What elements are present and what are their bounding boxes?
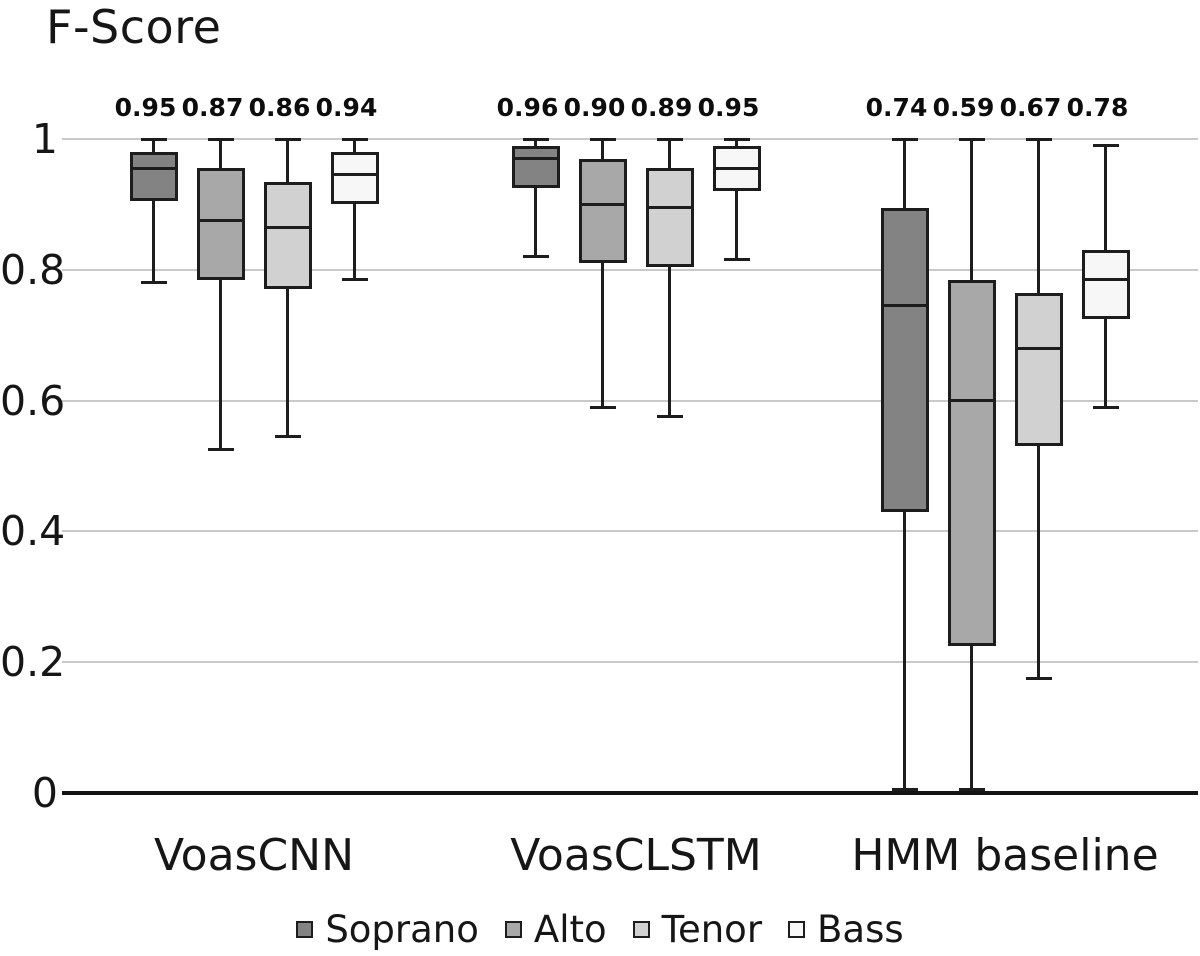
y-tick-label-0.6: 0.6 xyxy=(0,376,66,425)
value-label-voascnn-bass: 0.94 xyxy=(315,93,378,122)
whisker-cap-top-hmm-baseline-bass xyxy=(1092,144,1119,148)
box-voascnn-alto xyxy=(196,168,245,280)
legend-marker-soprano-icon xyxy=(296,920,314,938)
whisker-cap-top-hmm-baseline-alto xyxy=(958,137,985,141)
whisker-cap-bottom-voascnn-soprano xyxy=(140,281,167,285)
legend-item-tenor: Tenor xyxy=(632,907,763,951)
whisker-cap-top-hmm-baseline-soprano xyxy=(891,137,918,141)
whisker-voasclstm-tenor xyxy=(668,139,671,417)
gridline-0.8 xyxy=(62,268,1198,271)
whisker-cap-top-voasclstm-soprano xyxy=(522,137,549,141)
value-label-voasclstm-alto: 0.90 xyxy=(563,93,626,122)
chart-title: F-Score xyxy=(46,0,222,54)
gridline-1 xyxy=(62,138,1198,140)
legend-item-bass: Bass xyxy=(788,908,904,951)
median-voasclstm-bass xyxy=(712,166,761,170)
box-voasclstm-soprano xyxy=(511,145,560,189)
gridline-0.6 xyxy=(62,399,1198,402)
whisker-cap-bottom-hmm-baseline-soprano xyxy=(891,788,918,792)
value-label-voascnn-alto: 0.87 xyxy=(181,93,244,122)
legend-marker-tenor-icon xyxy=(632,920,650,938)
median-voasclstm-soprano xyxy=(511,157,560,161)
box-voascnn-bass xyxy=(330,152,379,205)
y-tick-label-0.2: 0.2 xyxy=(0,638,66,687)
legend-item-alto: Alto xyxy=(504,907,607,951)
value-label-hmm-baseline-tenor: 0.67 xyxy=(999,93,1062,122)
whisker-cap-bottom-hmm-baseline-bass xyxy=(1092,405,1119,409)
whisker-cap-bottom-voasclstm-bass xyxy=(723,258,750,262)
value-label-voasclstm-soprano: 0.96 xyxy=(496,93,559,122)
legend-label-bass: Bass xyxy=(817,907,904,951)
gridline-0.2 xyxy=(62,661,1198,664)
whisker-cap-bottom-voascnn-bass xyxy=(341,278,368,282)
whisker-cap-top-voascnn-bass xyxy=(341,137,368,141)
legend: Soprano Alto Tenor Bass xyxy=(0,903,1200,955)
x-axis-line0 xyxy=(62,791,1198,795)
value-label-hmm-baseline-alto: 0.59 xyxy=(932,93,995,122)
value-label-hmm-baseline-soprano: 0.74 xyxy=(865,93,928,122)
median-voascnn-alto xyxy=(196,219,245,223)
whisker-cap-top-voasclstm-alto xyxy=(589,137,616,141)
value-label-voascnn-soprano: 0.95 xyxy=(114,93,177,122)
whisker-voascnn-alto xyxy=(219,139,222,450)
whisker-cap-top-voasclstm-bass xyxy=(723,137,750,141)
y-tick-label-0.4: 0.4 xyxy=(0,507,66,556)
box-hmm-baseline-tenor xyxy=(1014,292,1063,447)
whisker-cap-bottom-voasclstm-soprano xyxy=(522,255,549,259)
box-hmm-baseline-alto xyxy=(947,279,996,646)
box-voascnn-soprano xyxy=(129,152,178,202)
box-voascnn-tenor xyxy=(263,181,312,290)
legend-marker-bass-icon xyxy=(788,920,806,938)
y-tick-label-0: 0 xyxy=(31,769,58,817)
y-tick-label-0.8: 0.8 xyxy=(0,245,66,294)
box-hmm-baseline-soprano xyxy=(880,207,929,512)
median-hmm-baseline-soprano xyxy=(880,304,929,308)
legend-marker-alto-icon xyxy=(504,920,522,938)
whisker-cap-top-voascnn-soprano xyxy=(140,137,167,141)
group-label-voascnn: VoasCNN xyxy=(153,830,355,881)
legend-label-tenor: Tenor xyxy=(661,907,763,951)
median-voascnn-bass xyxy=(330,173,379,177)
median-hmm-baseline-alto xyxy=(947,399,996,403)
whisker-voascnn-soprano xyxy=(152,139,155,283)
group-label-voasclstm: VoasCLSTM xyxy=(510,830,762,881)
whisker-cap-top-hmm-baseline-tenor xyxy=(1025,137,1052,141)
median-voascnn-soprano xyxy=(129,166,178,170)
box-voasclstm-tenor xyxy=(645,168,694,267)
whisker-cap-top-voascnn-tenor xyxy=(274,137,301,141)
whisker-cap-bottom-hmm-baseline-tenor xyxy=(1025,677,1052,681)
whisker-cap-bottom-voascnn-tenor xyxy=(274,435,301,439)
median-voasclstm-tenor xyxy=(645,206,694,210)
legend-item-soprano: Soprano xyxy=(296,908,479,951)
median-voasclstm-alto xyxy=(578,202,627,206)
value-label-voasclstm-tenor: 0.89 xyxy=(630,93,693,122)
box-hmm-baseline-bass xyxy=(1081,250,1130,319)
whisker-cap-bottom-voascnn-alto xyxy=(207,448,234,452)
whisker-voascnn-bass xyxy=(353,139,356,280)
gridline-0.4 xyxy=(62,530,1198,533)
whisker-voasclstm-alto xyxy=(601,139,604,408)
whisker-voasclstm-bass xyxy=(735,139,738,260)
value-label-hmm-baseline-bass: 0.78 xyxy=(1066,93,1129,122)
whisker-cap-top-voasclstm-tenor xyxy=(656,137,683,141)
value-label-voascnn-tenor: 0.86 xyxy=(248,93,311,122)
box-voasclstm-alto xyxy=(578,158,627,264)
y-tick-label-1: 1 xyxy=(31,115,58,163)
whisker-cap-top-voascnn-alto xyxy=(207,137,234,141)
whisker-cap-bottom-voasclstm-alto xyxy=(589,405,616,409)
value-label-voasclstm-bass: 0.95 xyxy=(697,93,760,122)
legend-label-alto: Alto xyxy=(533,907,607,951)
whisker-voasclstm-soprano xyxy=(534,139,537,257)
whisker-cap-bottom-voasclstm-tenor xyxy=(656,415,683,419)
group-label-hmm-baseline: HMM baseline xyxy=(851,830,1159,881)
median-hmm-baseline-tenor xyxy=(1014,346,1063,350)
median-voascnn-tenor xyxy=(263,225,312,229)
median-hmm-baseline-bass xyxy=(1081,278,1130,282)
legend-label-soprano: Soprano xyxy=(325,907,479,951)
whisker-cap-bottom-hmm-baseline-alto xyxy=(958,788,985,792)
